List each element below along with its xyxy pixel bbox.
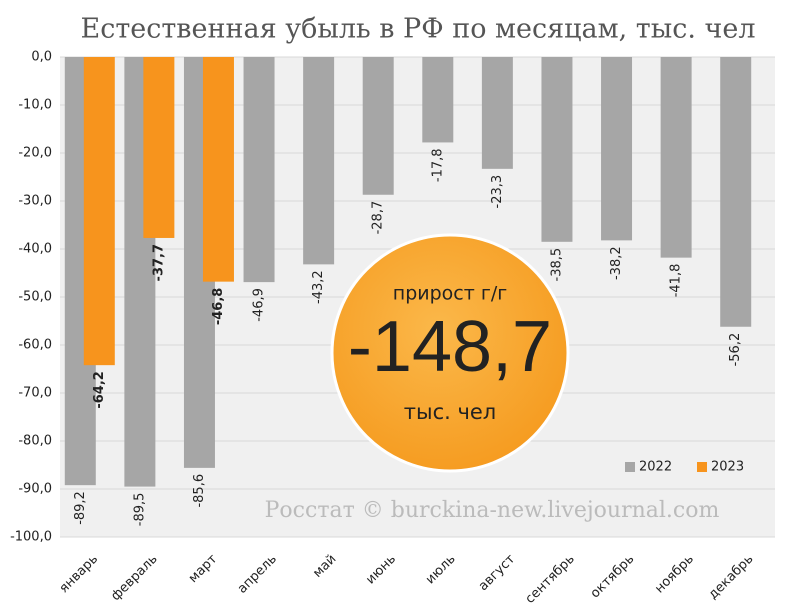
annotation-caption: прирост г/г (393, 283, 507, 305)
bar (202, 57, 234, 282)
bar (541, 57, 573, 242)
y-tick-label: -20,0 (18, 146, 52, 161)
value-label: -28,7 (371, 201, 386, 235)
x-tick-label: февраль (108, 552, 160, 604)
value-label: -38,2 (609, 246, 624, 280)
x-tick-label: январь (57, 552, 101, 596)
legend-label: 2023 (711, 460, 744, 475)
x-tick-label: декабрь (706, 552, 757, 603)
annotation-unit: тыс. чел (404, 400, 496, 424)
y-tick-label: -50,0 (18, 290, 52, 305)
x-tick-label: ноябрь (652, 552, 697, 597)
value-label: -43,2 (311, 270, 326, 304)
value-label: -37,7 (151, 244, 166, 281)
y-tick-label: -90,0 (18, 482, 52, 497)
y-tick-label: -70,0 (18, 386, 52, 401)
source: Росстат © burckina-new.livejournal.com (265, 498, 720, 523)
bar (422, 57, 454, 143)
chart-title: Естественная убыль в РФ по месяцам, тыс.… (81, 14, 756, 45)
value-label: -64,2 (92, 371, 107, 408)
x-tick-label: апрель (235, 552, 280, 597)
x-tick-label: сентябрь (523, 552, 578, 607)
value-label: -56,2 (728, 333, 743, 367)
x-tick-label: октябрь (588, 552, 638, 602)
y-tick-label: -80,0 (18, 434, 52, 449)
bar (243, 57, 275, 283)
value-label: -46,8 (211, 288, 226, 325)
x-tick-label: май (310, 552, 339, 581)
value-label: -38,5 (549, 248, 564, 282)
x-tick-label: июнь (363, 552, 399, 588)
y-tick-label: 0,0 (31, 50, 52, 65)
value-label: -85,6 (192, 474, 207, 508)
x-tick-label: июль (423, 552, 459, 588)
bar (660, 57, 692, 258)
bar (481, 57, 513, 169)
bar (143, 57, 175, 238)
annotation-value: -148,7 (348, 307, 552, 387)
legend-swatch (625, 462, 635, 472)
annotation-circle (330, 233, 570, 473)
y-tick-label: -100,0 (10, 530, 52, 545)
x-tick-label: март (186, 551, 221, 586)
value-label: -89,2 (73, 491, 88, 525)
x-tick-label: август (476, 551, 519, 594)
legend-label: 2022 (639, 460, 672, 475)
value-label: -89,5 (132, 493, 147, 527)
value-label: -41,8 (669, 264, 684, 298)
bar (303, 57, 335, 265)
value-label: -17,8 (430, 148, 445, 182)
y-tick-label: -40,0 (18, 242, 52, 257)
bar (720, 57, 752, 327)
y-tick-label: -10,0 (18, 98, 52, 113)
y-tick-label: -60,0 (18, 338, 52, 353)
bar (83, 57, 115, 366)
bar (362, 57, 394, 195)
value-label: -46,9 (252, 288, 267, 322)
bar (601, 57, 633, 241)
value-label: -23,3 (490, 175, 505, 209)
y-tick-label: -30,0 (18, 194, 52, 209)
legend-swatch (697, 462, 707, 472)
